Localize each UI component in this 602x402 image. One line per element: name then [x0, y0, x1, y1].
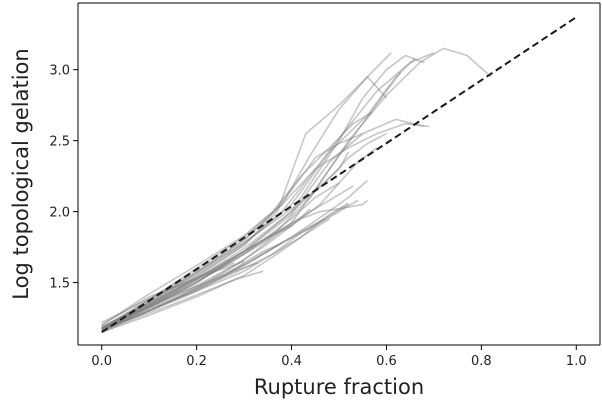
x-tick-label: 0.8 [471, 354, 492, 369]
x-tick-label: 0.4 [281, 354, 302, 369]
trajectory-line-26 [101, 218, 330, 333]
trajectory-line-10 [101, 132, 387, 331]
trajectory-line-30 [101, 151, 350, 329]
y-tick-label: 3.0 [49, 64, 70, 79]
x-axis-label: Rupture fraction [254, 375, 424, 399]
trajectory-line-25 [101, 217, 326, 332]
x-tick-label: 0.2 [186, 354, 207, 369]
trajectory-line-6 [101, 76, 388, 329]
trajectory-line-3 [101, 47, 492, 329]
trajectory-line-2 [101, 51, 435, 331]
trajectory-line-8 [101, 118, 425, 332]
x-tick-label: 0.0 [91, 354, 112, 369]
trajectory-line-19 [101, 208, 312, 329]
trajectory-line-27 [101, 203, 349, 331]
x-ticks: 0.0 0.2 0.4 0.6 0.8 1.0 [91, 345, 587, 369]
y-tick-label: 1.5 [49, 277, 70, 292]
trajectory-line-24 [101, 270, 264, 333]
fit-line [101, 16, 577, 334]
y-axis-label: Log topological gelation [9, 48, 33, 299]
y-tick-label: 2.0 [49, 206, 70, 221]
trajectory-line-28 [101, 182, 340, 332]
x-tick-label: 0.6 [376, 354, 397, 369]
trajectory-line-11 [101, 111, 373, 326]
trajectory-line-14 [101, 179, 369, 332]
trajectory-line-21 [101, 242, 283, 332]
trajectory-line-16 [101, 199, 359, 331]
trajectory-line-15 [101, 185, 354, 329]
plot-area [101, 16, 577, 334]
trajectory-line-5 [101, 52, 392, 331]
y-tick-label: 2.5 [49, 135, 70, 150]
trajectory-line-12 [101, 132, 364, 329]
y-ticks: 1.5 2.0 2.5 3.0 [49, 64, 78, 292]
trajectory-line-7 [101, 72, 402, 332]
x-tick-label: 1.0 [566, 354, 587, 369]
trajectory-line-23 [101, 260, 245, 326]
trajectory-line-29 [101, 261, 235, 324]
trajectory-line-4 [101, 54, 425, 332]
trajectory-line-9 [101, 122, 430, 329]
trajectory-line-18 [101, 199, 369, 331]
trajectory-line-1 [101, 57, 416, 329]
trajectory-line-13 [101, 147, 378, 332]
trajectory-line-17 [101, 202, 349, 332]
trajectory-line-22 [101, 261, 259, 331]
